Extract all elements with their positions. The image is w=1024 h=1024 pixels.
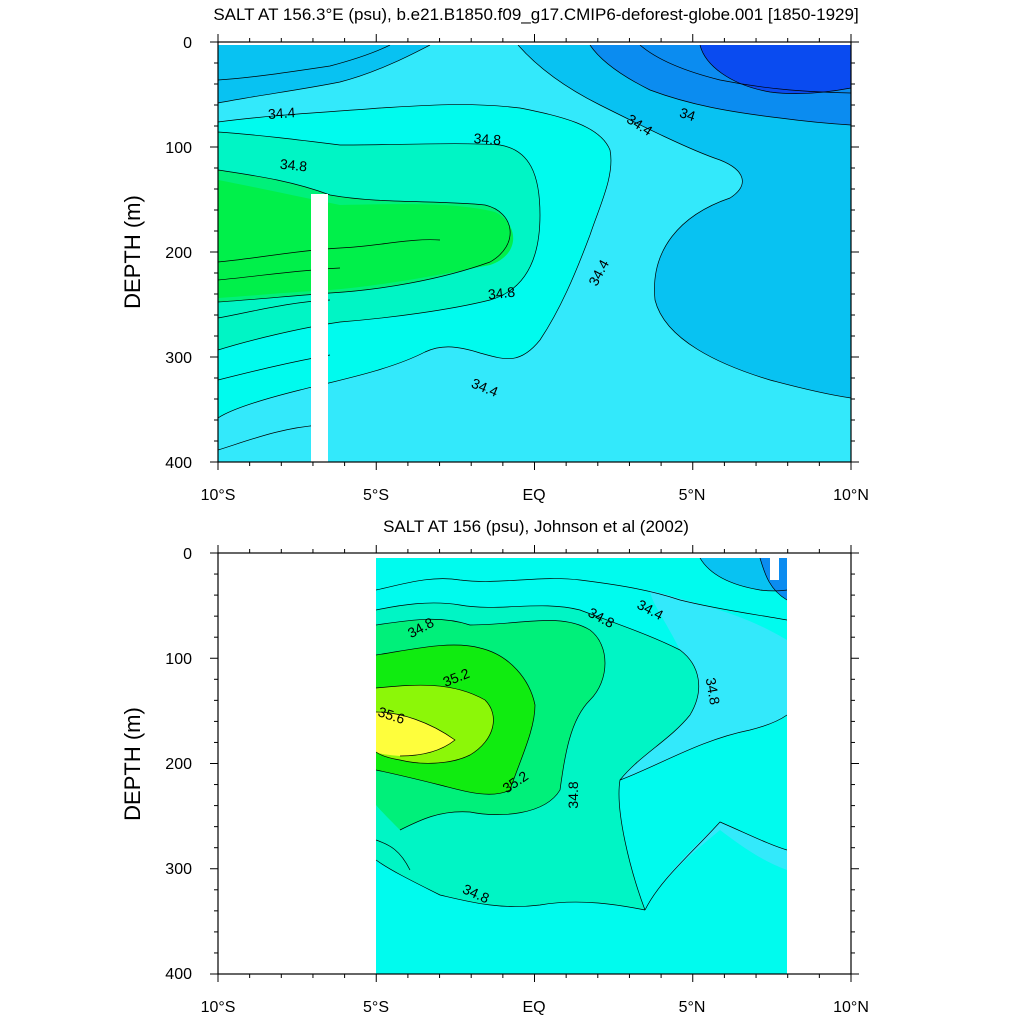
bottom-chart-title: SALT AT 156 (psu), Johnson et al (2002) (383, 517, 689, 536)
bottom-missing-data-notch (770, 558, 779, 580)
bot-band-35.6 (376, 712, 455, 756)
top-y-tick-label: 0 (183, 35, 192, 52)
top-chart-title: SALT AT 156.3°E (psu), b.e21.B1850.f09_g… (213, 5, 858, 24)
top-x-tick-label: 10°N (833, 487, 869, 504)
bottom-x-tick-label: 10°N (833, 999, 869, 1016)
top-contour-label: 34.4 (268, 104, 297, 122)
top-contour-label: 34.8 (487, 284, 516, 303)
bottom-x-tick-label: 10°S (201, 999, 236, 1016)
bottom-y-tick-label: 300 (165, 861, 192, 878)
top-y-tick-label: 200 (165, 245, 192, 262)
top-x-tick-label: EQ (522, 487, 545, 504)
top-contour-label: 34 (678, 104, 698, 124)
bottom-y-tick-label: 200 (165, 756, 192, 773)
top-y-axis-title: DEPTH (m) (120, 195, 145, 309)
top-y-tick-label: 300 (165, 350, 192, 367)
bottom-y-tick-label: 400 (165, 966, 192, 983)
top-x-tick-label: 5°N (679, 487, 706, 504)
top-panel: SALT AT 156.3°E (psu), b.e21.B1850.f09_g… (120, 5, 869, 504)
bottom-panel: SALT AT 156 (psu), Johnson et al (2002) (120, 517, 869, 1016)
top-surface-gap (218, 42, 851, 45)
bottom-y-tick-label: 0 (183, 546, 192, 563)
bottom-y-tick-labels: 0 100 200 300 400 (165, 546, 192, 983)
bottom-contour-label: 34.8 (565, 781, 581, 808)
top-x-tick-label: 5°S (363, 487, 389, 504)
top-contour-label: 34.8 (473, 130, 502, 148)
top-axis-ticks (210, 34, 859, 470)
top-x-tick-label: 10°S (201, 487, 236, 504)
bottom-x-tick-label: 5°S (363, 999, 389, 1016)
bottom-x-tick-labels: 10°S 5°S EQ 5°N 10°N (201, 999, 869, 1016)
top-y-tick-labels: 0 100 200 300 400 (165, 35, 192, 472)
bottom-y-tick-label: 100 (165, 651, 192, 668)
top-contour-label: 34.8 (279, 156, 308, 175)
top-y-tick-label: 100 (165, 140, 192, 157)
bot-band-34.4-deep (619, 715, 787, 910)
bottom-x-tick-label: 5°N (679, 999, 706, 1016)
bottom-contour-fill (376, 558, 787, 974)
top-missing-data-column (311, 194, 328, 462)
top-band-33.8 (700, 45, 851, 94)
bottom-y-axis-title: DEPTH (m) (120, 707, 145, 821)
bottom-contour-label: 34.8 (703, 676, 724, 706)
top-y-tick-label: 400 (165, 455, 192, 472)
bottom-isolines (376, 558, 787, 911)
top-x-tick-labels: 10°S 5°S EQ 5°N 10°N (201, 487, 869, 504)
bottom-axis-ticks (210, 545, 859, 982)
bottom-x-tick-label: EQ (522, 999, 545, 1016)
top-band-35.0-core (218, 180, 514, 298)
